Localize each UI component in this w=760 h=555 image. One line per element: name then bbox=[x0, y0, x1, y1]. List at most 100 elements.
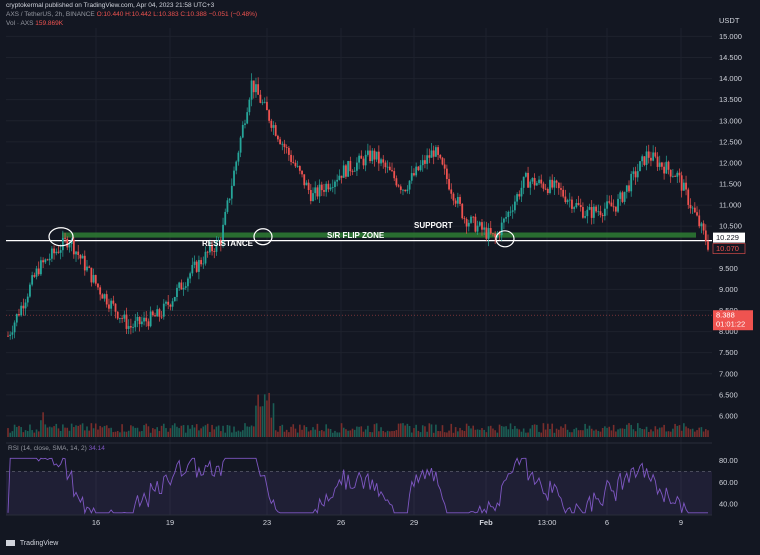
volume-bar bbox=[318, 430, 321, 437]
volume-bar bbox=[408, 425, 411, 437]
volume-bar bbox=[571, 432, 573, 437]
volume-bar bbox=[13, 424, 16, 437]
volume-bar bbox=[217, 425, 220, 437]
volume-bar bbox=[441, 425, 444, 437]
price-tick-label: 14.500 bbox=[719, 53, 742, 62]
candle-body bbox=[483, 227, 486, 230]
candle-body bbox=[281, 143, 284, 145]
candle-body bbox=[362, 158, 365, 166]
candle-body bbox=[647, 151, 650, 158]
volume-bar bbox=[66, 427, 69, 437]
x-tick-label: 19 bbox=[166, 518, 174, 527]
volume-bar bbox=[292, 424, 295, 437]
price-tick-label: 7.000 bbox=[719, 369, 738, 378]
volume-bar bbox=[314, 429, 317, 437]
candle-body bbox=[160, 316, 163, 318]
candle-body bbox=[511, 210, 514, 212]
candle-body bbox=[549, 179, 551, 193]
volume-bar bbox=[160, 425, 163, 437]
candle-body bbox=[125, 314, 128, 329]
volume-bar bbox=[448, 430, 450, 437]
candle-body bbox=[244, 123, 246, 125]
volume-bar bbox=[474, 429, 477, 437]
volume-bar bbox=[628, 423, 630, 437]
volume-bar bbox=[360, 426, 363, 437]
candle-body bbox=[408, 180, 411, 190]
volume-bar bbox=[393, 430, 396, 437]
volume-bar bbox=[430, 424, 433, 437]
candle-body bbox=[505, 217, 508, 219]
candle-body bbox=[592, 206, 595, 218]
candle-body bbox=[129, 326, 132, 328]
volume-bar bbox=[518, 429, 521, 437]
volume-bar bbox=[652, 431, 654, 437]
rsi-band bbox=[6, 471, 712, 515]
candle-body bbox=[562, 189, 565, 197]
volume-bar bbox=[700, 427, 703, 437]
volume-bar bbox=[195, 424, 198, 437]
candle-body bbox=[540, 179, 543, 184]
candle-body bbox=[665, 161, 668, 174]
volume-bar bbox=[180, 425, 183, 437]
candle-body bbox=[481, 222, 483, 230]
candle-body bbox=[55, 251, 58, 254]
volume-bar bbox=[446, 432, 448, 437]
candle-body bbox=[140, 321, 143, 325]
volume-bar bbox=[459, 427, 461, 437]
candle-body bbox=[24, 302, 27, 309]
volume-bar bbox=[568, 432, 571, 437]
current-price-value: 8.388 bbox=[716, 311, 735, 320]
volume-bar bbox=[198, 430, 200, 437]
candle-body bbox=[579, 204, 582, 208]
candle-body bbox=[617, 198, 619, 212]
candle-body bbox=[667, 161, 670, 170]
candle-body bbox=[103, 294, 106, 299]
candle-body bbox=[112, 300, 115, 304]
volume-bar bbox=[483, 429, 485, 437]
candle-body bbox=[119, 318, 121, 319]
volume-bar bbox=[468, 425, 470, 437]
volume-bar bbox=[143, 425, 145, 437]
volume-bar bbox=[202, 426, 205, 437]
volume-bar bbox=[75, 425, 77, 437]
volume-bar bbox=[364, 429, 367, 437]
volume-bar bbox=[632, 429, 635, 437]
candle-body bbox=[542, 183, 545, 189]
volume-bar bbox=[424, 426, 426, 437]
rsi-tick-label: 60.00 bbox=[719, 478, 738, 487]
price-tick-label: 15.000 bbox=[719, 32, 742, 41]
candle-body bbox=[184, 286, 187, 288]
candle-body bbox=[538, 179, 540, 184]
volume-bar bbox=[443, 432, 446, 437]
volume-bar bbox=[509, 423, 512, 437]
volume-bar bbox=[369, 431, 371, 437]
candle-body bbox=[428, 155, 431, 158]
candle-body bbox=[535, 183, 538, 186]
volume-bar bbox=[239, 431, 242, 437]
volume-bar bbox=[621, 428, 624, 437]
volume-bar bbox=[244, 423, 246, 437]
volume-bar bbox=[37, 431, 40, 437]
candle-body bbox=[467, 222, 470, 227]
candle-body bbox=[136, 316, 139, 321]
volume-bar bbox=[101, 427, 104, 437]
volume-bar bbox=[9, 432, 11, 437]
volume-bar bbox=[601, 428, 604, 437]
candle-body bbox=[707, 241, 709, 250]
candle-body bbox=[307, 182, 310, 191]
volume-bar bbox=[81, 423, 84, 437]
volume-bar bbox=[496, 432, 499, 437]
footer-brand[interactable]: TradingView bbox=[6, 540, 58, 547]
candle-body bbox=[456, 197, 459, 204]
volume-bar bbox=[610, 430, 613, 437]
candle-body bbox=[325, 183, 328, 192]
volume-bar bbox=[540, 432, 543, 437]
volume-bar bbox=[182, 425, 185, 437]
volume-bar bbox=[7, 428, 9, 437]
candle-body bbox=[226, 200, 229, 212]
volume-bar bbox=[439, 431, 442, 437]
volume-bar bbox=[46, 427, 49, 437]
candle-body bbox=[693, 207, 696, 213]
